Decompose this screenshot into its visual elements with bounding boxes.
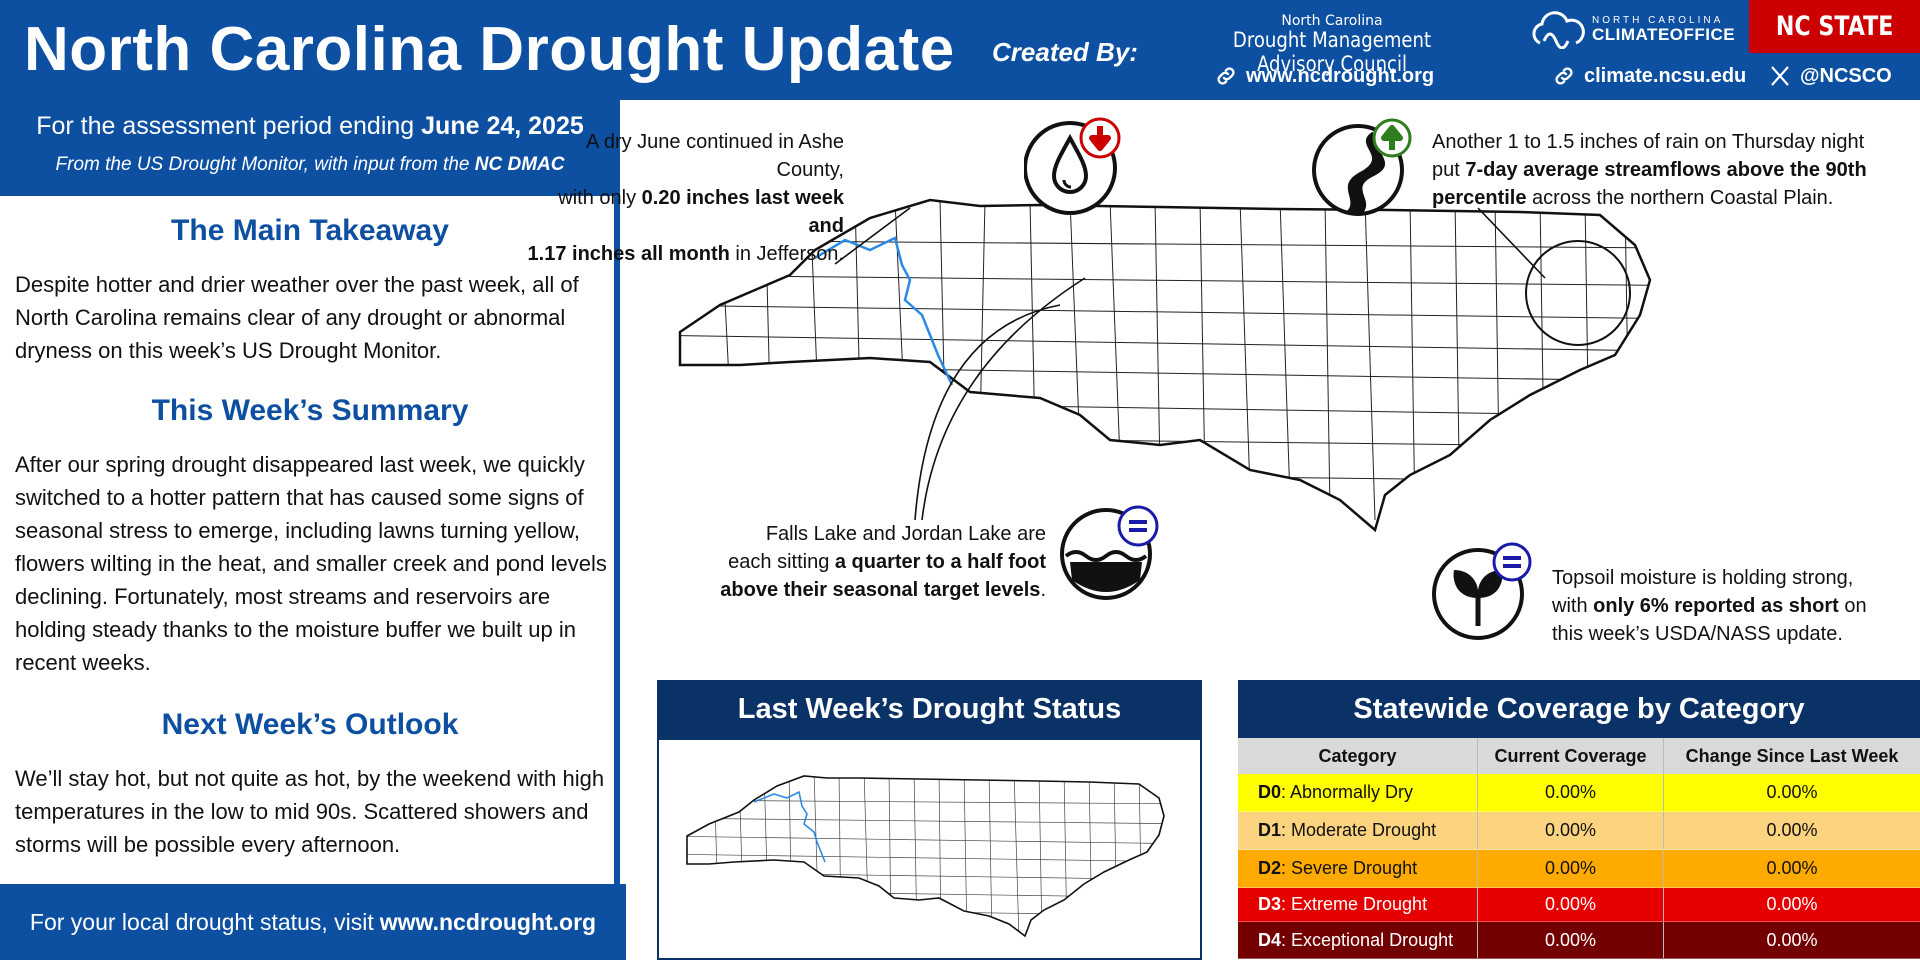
category-code: D1 (1258, 820, 1282, 840)
coverage-row-d3: D3: Extreme Drought 0.00% 0.00% (1238, 888, 1920, 922)
state-outline (678, 198, 1652, 533)
change-cell: 0.00% (1766, 858, 1818, 878)
header-change: Change Since Last Week (1685, 745, 1899, 766)
created-by-label: Created By: (992, 37, 1138, 67)
current-coverage-cell: 0.00% (1478, 922, 1664, 958)
last-week-title: Last Week’s Drought Status (657, 680, 1202, 738)
page-title: North Carolina Drought Update (24, 15, 955, 84)
footer-link[interactable]: www.ncdrought.org (379, 908, 597, 935)
ncdrought-link[interactable]: www.ncdrought.org (1214, 64, 1434, 88)
category-cell: D2: Severe Drought (1238, 850, 1478, 887)
category-cell: D0: Abnormally Dry (1238, 774, 1478, 811)
category-name: : Severe Drought (1281, 858, 1418, 878)
section-title-summary: This Week’s Summary (151, 394, 469, 427)
sco-logo-bottom: CLIMATEOFFICE (1592, 24, 1736, 44)
category-cell: D3: Extreme Drought (1238, 888, 1478, 921)
current-coverage-cell: 0.00% (1478, 774, 1664, 811)
leader-line-ashe (834, 207, 911, 265)
plant-sprout-icon (1432, 542, 1532, 640)
callout-streamflow: Another 1 to 1.5 inches of rain on Thurs… (1432, 131, 1867, 209)
header-current: Current Coverage (1478, 738, 1664, 774)
current-coverage-cell: 0.00% (1478, 812, 1664, 849)
summary-panel: The Main Takeaway Despite hotter and dri… (0, 196, 620, 884)
header-category: Category (1238, 738, 1478, 774)
callout-lakes: Falls Lake and Jordan Lake are each sitt… (720, 523, 1046, 601)
change-cell: 0.00% (1766, 782, 1818, 802)
section-body-takeaway: Despite hotter and drier weather over th… (15, 272, 579, 363)
assessment-period: For the assessment period ending June 24… (36, 112, 584, 140)
category-name: : Exceptional Drought (1281, 929, 1454, 950)
climate-link-text: climate.ncsu.edu (1584, 64, 1747, 87)
change-cell: 0.00% (1766, 929, 1818, 950)
ncdrought-link-text: www.ncdrought.org (1246, 64, 1435, 87)
link-icon (1217, 67, 1235, 85)
coverage-row-d4: D4: Exceptional Drought 0.00% 0.00% (1238, 922, 1920, 959)
coverage-table: Category Current Coverage Change Since L… (1238, 738, 1920, 959)
callout-ashe-text: A dry June continued in Ashe County, wit… (527, 131, 844, 265)
cloud-logo-icon (1532, 11, 1585, 49)
coverage-row-d0: D0: Abnormally Dry 0.00% 0.00% (1238, 774, 1920, 812)
dmac-state-label: North Carolina (1281, 13, 1383, 29)
nc-climate-office-logo: NORTH CAROLINA CLIMATEOFFICE (1530, 8, 1740, 50)
footer-banner: For your local drought status, visit www.… (0, 884, 626, 960)
coverage-row-d1: D1: Moderate Drought 0.00% 0.00% (1238, 812, 1920, 850)
last-week-map (686, 775, 1165, 938)
x-logo-icon (1771, 66, 1789, 86)
map-area: A dry June continued in Ashe County, wit… (528, 100, 1920, 660)
header-bar: North Carolina Drought Update Created By… (0, 0, 1920, 100)
leader-line-lakes (914, 277, 1086, 521)
assessment-date: June 24, 2025 (421, 112, 584, 140)
x-handle-text: @NCSCO (1800, 64, 1892, 87)
current-coverage-cell: 0.00% (1478, 850, 1664, 887)
nc-county-map (678, 198, 1652, 533)
category-name: : Moderate Drought (1281, 820, 1437, 840)
water-drop-icon (1024, 117, 1121, 215)
section-body-outlook: We’ll stay hot, but not quite as hot, by… (15, 766, 605, 857)
category-code: D0 (1258, 782, 1282, 802)
category-name: : Extreme Drought (1281, 894, 1428, 914)
category-name: : Abnormally Dry (1281, 782, 1414, 802)
lake-level-icon (1060, 505, 1159, 600)
category-code: D2 (1258, 858, 1282, 878)
link-icon (1555, 67, 1573, 85)
section-title-outlook: Next Week’s Outlook (161, 708, 459, 741)
callout-topsoil: Topsoil moisture is holding strong, with… (1552, 567, 1867, 645)
nc-state-logo: NC STATE (1749, 0, 1920, 53)
dmac-council-label: Drought Management Advisory Council (1232, 28, 1432, 76)
sco-logo-top: NORTH CAROLINA (1592, 14, 1724, 26)
river-line (814, 236, 954, 386)
category-cell: D1: Moderate Drought (1238, 812, 1478, 849)
category-code: D4 (1258, 929, 1282, 950)
category-cell: D4: Exceptional Drought (1238, 922, 1478, 958)
assessment-banner: For the assessment period ending June 24… (0, 100, 620, 196)
climate-link[interactable]: climate.ncsu.edu (1552, 64, 1746, 88)
change-cell: 0.00% (1766, 894, 1818, 914)
coverage-title: Statewide Coverage by Category (1238, 680, 1920, 738)
coverage-row-d2: D2: Severe Drought 0.00% 0.00% (1238, 850, 1920, 888)
magnifier-circle (1525, 240, 1631, 346)
current-coverage-cell: 0.00% (1478, 888, 1664, 921)
x-social-link[interactable]: @NCSCO (1768, 64, 1892, 88)
change-cell: 0.00% (1766, 820, 1818, 840)
source-line: From the US Drought Monitor, with input … (55, 154, 565, 175)
last-week-map-panel (657, 738, 1202, 960)
category-code: D3 (1258, 894, 1282, 914)
section-body-summary: After our spring drought disappeared las… (15, 452, 607, 675)
section-title-takeaway: The Main Takeaway (171, 214, 449, 247)
river-icon (1312, 118, 1412, 216)
coverage-header-row: Category Current Coverage Change Since L… (1238, 738, 1920, 774)
